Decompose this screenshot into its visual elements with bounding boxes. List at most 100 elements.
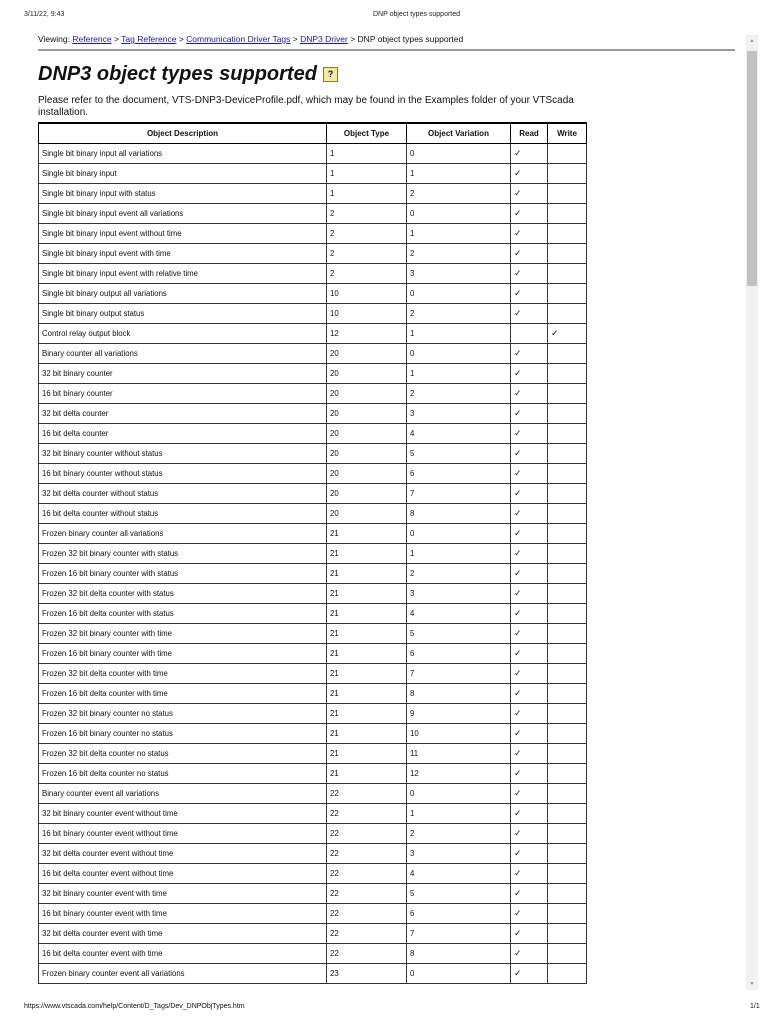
table-row: Frozen 32 bit binary counter with status… (38, 543, 587, 564)
cell-object-variation: 2 (406, 243, 511, 264)
cell-object-variation: 1 (406, 543, 511, 564)
cell-description: Single bit binary input event all variat… (38, 203, 327, 224)
table-row: Frozen 32 bit delta counter with time 21 7… (38, 663, 587, 684)
cell-description: Frozen 16 bit delta counter no status (38, 763, 327, 784)
cell-write (547, 203, 587, 224)
table-row: Frozen 16 bit binary counter with status… (38, 563, 587, 584)
cell-read: ✓ (510, 363, 548, 384)
scroll-thumb[interactable] (747, 51, 757, 286)
cell-description: Single bit binary output status (38, 303, 327, 324)
cell-object-type: 21 (326, 523, 407, 544)
cell-object-type: 21 (326, 763, 407, 784)
print-title: DNP object types supported (373, 11, 461, 18)
cell-write (547, 863, 587, 884)
cell-read: ✓ (510, 723, 548, 744)
cell-read: ✓ (510, 763, 548, 784)
help-icon[interactable]: ? (322, 67, 338, 82)
cell-description: Single bit binary input (38, 163, 327, 184)
cell-object-type: 20 (326, 383, 407, 404)
table-row: Frozen binary counter event all variatio… (38, 963, 587, 984)
cell-object-variation: 2 (406, 183, 511, 204)
cell-write (547, 523, 587, 544)
cell-description: Frozen 16 bit binary counter with time (38, 643, 327, 664)
cell-write (547, 623, 587, 644)
breadcrumb-link-communication-driver-tags[interactable]: Communication Driver Tags (186, 34, 291, 44)
cell-read: ✓ (510, 603, 548, 624)
cell-write (547, 963, 587, 984)
cell-write: ✓ (547, 323, 587, 344)
table-row: Single bit binary input all variations 1 0… (38, 143, 587, 164)
cell-object-variation: 6 (406, 903, 511, 924)
table-row: Frozen 16 bit binary counter no status 21… (38, 723, 587, 744)
table-row: 32 bit binary counter event without time… (38, 803, 587, 824)
cell-write (547, 683, 587, 704)
cell-write (547, 663, 587, 684)
table-row: Frozen 16 bit delta counter with time 21 8… (38, 683, 587, 704)
cell-object-variation: 2 (406, 383, 511, 404)
scrollbar[interactable]: ▲ ▼ (746, 35, 758, 990)
cell-object-type: 22 (326, 923, 407, 944)
cell-write (547, 743, 587, 764)
table-row: Single bit binary output all variations 1… (38, 283, 587, 304)
cell-description: Frozen binary counter all variations (38, 523, 327, 544)
table-row: Frozen 16 bit delta counter with status 2… (38, 603, 587, 624)
scroll-down-icon[interactable]: ▼ (749, 981, 755, 987)
cell-object-variation: 8 (406, 943, 511, 964)
cell-object-type: 1 (326, 183, 407, 204)
breadcrumb-link-tag-reference[interactable]: Tag Reference (121, 34, 177, 44)
table-row: Frozen 16 bit binary counter with time 21… (38, 643, 587, 664)
cell-write (547, 283, 587, 304)
cell-object-type: 22 (326, 883, 407, 904)
breadcrumb-link-reference[interactable]: Reference (72, 34, 112, 44)
cell-description: Control relay output block (38, 323, 327, 344)
cell-object-variation: 5 (406, 883, 511, 904)
table-row: 32 bit delta counter event without time 2… (38, 843, 587, 864)
table-row: Frozen 32 bit delta counter with status 2… (38, 583, 587, 604)
cell-read: ✓ (510, 743, 548, 764)
cell-description: 32 bit binary counter event without time (38, 803, 327, 824)
cell-write (547, 723, 587, 744)
breadcrumb-separator: > (350, 34, 356, 44)
table-row: 32 bit delta counter without status 20 7 ✓ (38, 483, 587, 504)
breadcrumb-link-dnp3-driver[interactable]: DNP3 Driver (300, 34, 348, 44)
cell-description: 32 bit delta counter (38, 403, 327, 424)
table-row: Single bit binary input event without ti… (38, 223, 587, 244)
cell-description: 16 bit delta counter without status (38, 503, 327, 524)
cell-object-type: 20 (326, 503, 407, 524)
cell-object-variation: 7 (406, 923, 511, 944)
cell-write (547, 443, 587, 464)
cell-read: ✓ (510, 283, 548, 304)
cell-object-variation: 0 (406, 143, 511, 164)
cell-object-variation: 9 (406, 703, 511, 724)
cell-description: Frozen 32 bit delta counter no status (38, 743, 327, 764)
table-row: 16 bit binary counter event with time 22 6… (38, 903, 587, 924)
print-footer-page: 1/1 (750, 1003, 760, 1010)
table-row: 32 bit binary counter 20 1 ✓ (38, 363, 587, 384)
cell-read: ✓ (510, 203, 548, 224)
cell-write (547, 763, 587, 784)
cell-write (547, 223, 587, 244)
cell-description: 16 bit binary counter without status (38, 463, 327, 484)
table-row: Single bit binary input 1 1 ✓ (38, 163, 587, 184)
cell-read: ✓ (510, 583, 548, 604)
cell-read: ✓ (510, 883, 548, 904)
cell-read: ✓ (510, 163, 548, 184)
cell-read (510, 323, 548, 344)
cell-description: Frozen 32 bit binary counter no status (38, 703, 327, 724)
cell-object-type: 20 (326, 363, 407, 384)
cell-object-type: 21 (326, 543, 407, 564)
table-row: 32 bit binary counter without status 20 5 ✓ (38, 443, 587, 464)
cell-object-type: 12 (326, 323, 407, 344)
cell-description: Single bit binary output all variations (38, 283, 327, 304)
cell-read: ✓ (510, 503, 548, 524)
scroll-up-icon[interactable]: ▲ (749, 38, 755, 44)
cell-read: ✓ (510, 303, 548, 324)
cell-read: ✓ (510, 263, 548, 284)
cell-object-type: 21 (326, 603, 407, 624)
cell-object-variation: 1 (406, 363, 511, 384)
cell-object-variation: 2 (406, 563, 511, 584)
print-footer-url: https://www.vtscada.com/help/Content/D_T… (24, 1003, 245, 1010)
table-row: 16 bit delta counter event without time 2… (38, 863, 587, 884)
cell-object-variation: 3 (406, 263, 511, 284)
cell-description: 16 bit binary counter event without time (38, 823, 327, 844)
